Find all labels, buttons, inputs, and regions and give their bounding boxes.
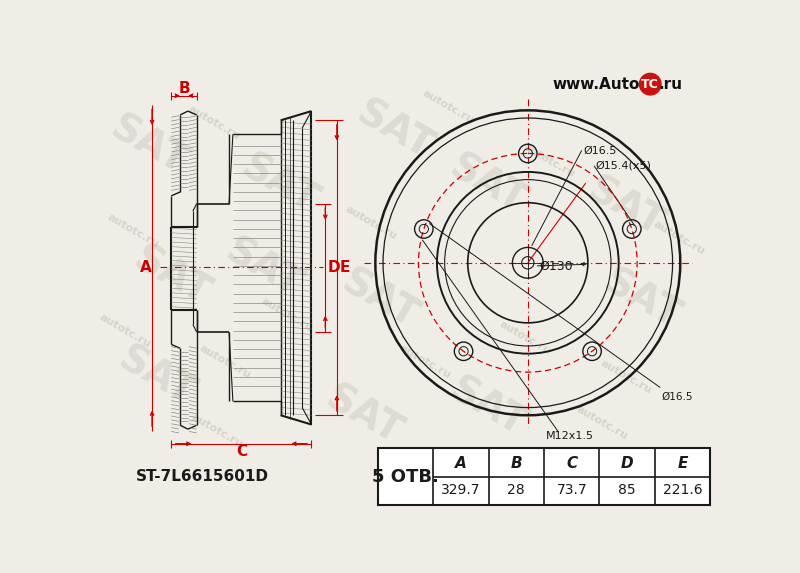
Text: E: E xyxy=(339,260,350,275)
Text: autotc.ru: autotc.ru xyxy=(198,343,253,380)
Text: autotc.ru: autotc.ru xyxy=(259,296,314,334)
Text: autotc.ru: autotc.ru xyxy=(106,211,160,249)
Text: 329.7: 329.7 xyxy=(441,483,481,497)
Text: SAT: SAT xyxy=(581,171,670,244)
Text: 28: 28 xyxy=(507,483,525,497)
Text: SAT: SAT xyxy=(103,109,193,183)
Text: 221.6: 221.6 xyxy=(662,483,702,497)
Text: 5 ОТВ.: 5 ОТВ. xyxy=(372,468,439,486)
Text: SAT: SAT xyxy=(442,371,532,445)
Text: B: B xyxy=(510,456,522,471)
Text: autotc.ru: autotc.ru xyxy=(421,88,476,126)
Text: SAT: SAT xyxy=(234,147,324,221)
Text: autotc.ru: autotc.ru xyxy=(521,143,576,180)
Text: SAT: SAT xyxy=(442,147,532,221)
Text: autotc.ru: autotc.ru xyxy=(598,358,653,395)
Text: SAT: SAT xyxy=(334,263,424,337)
Text: C: C xyxy=(236,444,247,459)
Text: autotc.ru: autotc.ru xyxy=(575,404,630,442)
Text: SAT: SAT xyxy=(126,240,216,313)
Bar xyxy=(378,448,710,505)
Text: Ø130: Ø130 xyxy=(539,260,573,273)
Text: A: A xyxy=(455,456,466,471)
Bar xyxy=(378,448,710,505)
Text: D: D xyxy=(621,456,634,471)
Text: Ø16.5: Ø16.5 xyxy=(662,391,694,402)
Text: autotc.ru: autotc.ru xyxy=(398,343,453,380)
Text: D: D xyxy=(328,260,340,275)
Text: autotc.ru: autotc.ru xyxy=(652,219,707,257)
Circle shape xyxy=(639,73,661,95)
Text: A: A xyxy=(140,260,152,275)
Text: .ru: .ru xyxy=(658,77,682,92)
Text: SAT: SAT xyxy=(596,263,686,337)
Text: 85: 85 xyxy=(618,483,636,497)
Text: autotc.ru: autotc.ru xyxy=(498,320,553,357)
Text: autotc.ru: autotc.ru xyxy=(190,412,245,449)
Text: ST-7L6615601D: ST-7L6615601D xyxy=(136,469,269,484)
Text: Ø16.5: Ø16.5 xyxy=(583,146,617,155)
Text: autotc.ru: autotc.ru xyxy=(186,104,241,142)
Text: autotc.ru: autotc.ru xyxy=(344,204,399,242)
Text: SAT: SAT xyxy=(319,378,409,452)
Text: 73.7: 73.7 xyxy=(556,483,587,497)
Text: Ø15.4(x5): Ø15.4(x5) xyxy=(595,161,651,171)
Text: www.Auto: www.Auto xyxy=(552,77,639,92)
Text: autotc.ru: autotc.ru xyxy=(98,312,153,350)
Text: E: E xyxy=(678,456,688,471)
Text: SAT: SAT xyxy=(350,93,439,167)
Text: B: B xyxy=(178,81,190,96)
Text: SAT: SAT xyxy=(111,340,201,414)
Text: C: C xyxy=(566,456,578,471)
Text: M12x1.5: M12x1.5 xyxy=(546,431,594,441)
Text: TC: TC xyxy=(642,78,659,91)
Text: SAT: SAT xyxy=(219,232,309,306)
